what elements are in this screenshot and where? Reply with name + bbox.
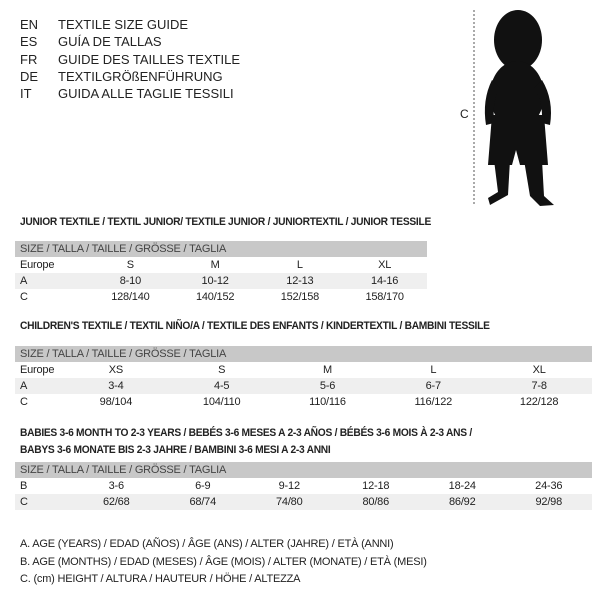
table-row: C 128/140 140/152 152/158 158/170 [20, 291, 404, 303]
table-row: C 98/104 104/110 110/116 116/122 122/128 [20, 396, 559, 408]
table-row: Europe S M L XL [20, 259, 392, 271]
babies-size-table: SIZE / TALLA / TAILLE / GRÖSSE / TAGLIA … [15, 462, 592, 510]
table-row: Europe XS S M L XL [20, 364, 546, 376]
legend-b: B. AGE (MONTHS) / EDAD (MESES) / ÂGE (MO… [20, 555, 427, 568]
legend: A. AGE (YEARS) / EDAD (AÑOS) / ÂGE (ANS)… [20, 536, 427, 589]
table-header: SIZE / TALLA / TAILLE / GRÖSSE / TAGLIA [15, 462, 592, 478]
title-es: ES GUÍA DE TALLAS [20, 34, 162, 50]
babies-section-title: BABIES 3-6 MONTH TO 2-3 YEARS / BEBÉS 3-… [20, 427, 472, 456]
guide-titles: EN TEXTILE SIZE GUIDE ES GUÍA DE TALLAS FR… [20, 16, 240, 102]
legend-a: A. AGE (YEARS) / EDAD (AÑOS) / ÂGE (ANS)… [20, 538, 394, 550]
children-size-table: SIZE / TALLA / TAILLE / GRÖSSE / TAGLIA … [15, 346, 592, 410]
junior-size-table: SIZE / TALLA / TAILLE / GRÖSSE / TAGLIA … [15, 241, 427, 305]
height-label: C [460, 107, 469, 121]
table-row: C 62/68 68/74 74/80 80/86 86/92 92/98 [15, 494, 592, 510]
child-silhouette-icon [473, 10, 554, 206]
table-header: SIZE / TALLA / TAILLE / GRÖSSE / TAGLIA [15, 346, 592, 362]
title-it: IT GUIDA ALLE TAGLIE TESSILI [20, 86, 234, 102]
children-section-title: CHILDREN'S TEXTILE / TEXTIL NIÑO/A / TEX… [20, 320, 490, 332]
table-row: A 3-4 4-5 5-6 6-7 7-8 [15, 378, 592, 394]
title-de: DE TEXTILGRÖßENFÜHRUNG [20, 68, 223, 84]
title-en: EN TEXTILE SIZE GUIDE [20, 17, 189, 32]
title-fr: FR GUIDE DES TAILLES TEXTILE [20, 51, 241, 67]
table-header: SIZE / TALLA / TAILLE / GRÖSSE / TAGLIA [15, 241, 427, 257]
junior-section-title: JUNIOR TEXTILE / TEXTIL JUNIOR/ TEXTILE … [20, 216, 431, 228]
table-row: A 8-10 10-12 12-13 14-16 [15, 273, 427, 289]
table-row: B 3-6 6-9 9-12 12-18 18-24 24-36 [20, 480, 563, 492]
legend-c: C. (cm) HEIGHT / ALTURA / HAUTEUR / HÖHE… [20, 573, 301, 585]
